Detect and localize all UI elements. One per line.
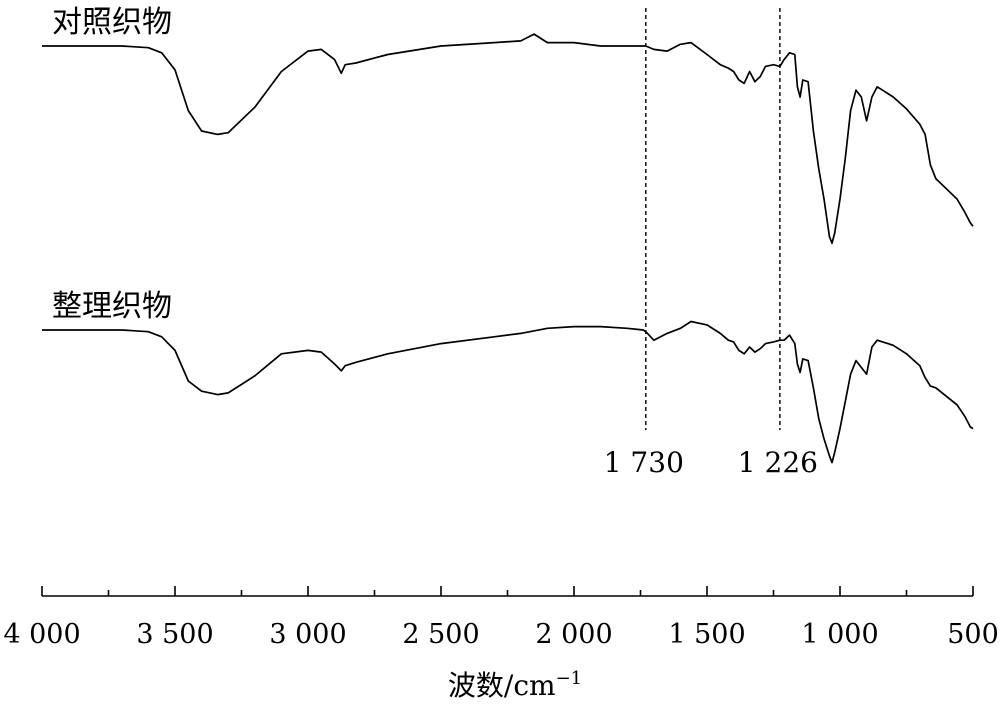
spectrum-line-control [42, 33, 974, 245]
series-label-treated: 整理织物 [52, 289, 172, 324]
x-tick-label: 4 000 [3, 619, 80, 650]
x-tick-label: 1 500 [668, 619, 745, 650]
x-tick-label: 3 500 [136, 619, 213, 650]
x-axis-ticks [41, 586, 974, 596]
annotation-label-1226: 1 226 [738, 446, 818, 479]
x-tick-label: 1 000 [801, 619, 878, 650]
x-tick-label: 500 [947, 619, 999, 650]
x-axis-label-text: 波数/cm [448, 669, 556, 702]
x-axis-tick-labels: 4 000 3 500 3 000 2 500 2 000 1 500 1 000 500 [3, 619, 998, 650]
annotation-label-1730: 1 730 [604, 446, 684, 479]
x-tick-label: 2 500 [402, 619, 479, 650]
spectrum-line-treated [42, 320, 974, 464]
series-label-control: 对照织物 [52, 5, 172, 40]
x-axis-label: 波数/cm−1 [448, 668, 582, 702]
x-tick-label: 3 000 [269, 619, 346, 650]
x-axis-label-superscript: −1 [556, 668, 583, 689]
x-tick-label: 2 000 [535, 619, 612, 650]
